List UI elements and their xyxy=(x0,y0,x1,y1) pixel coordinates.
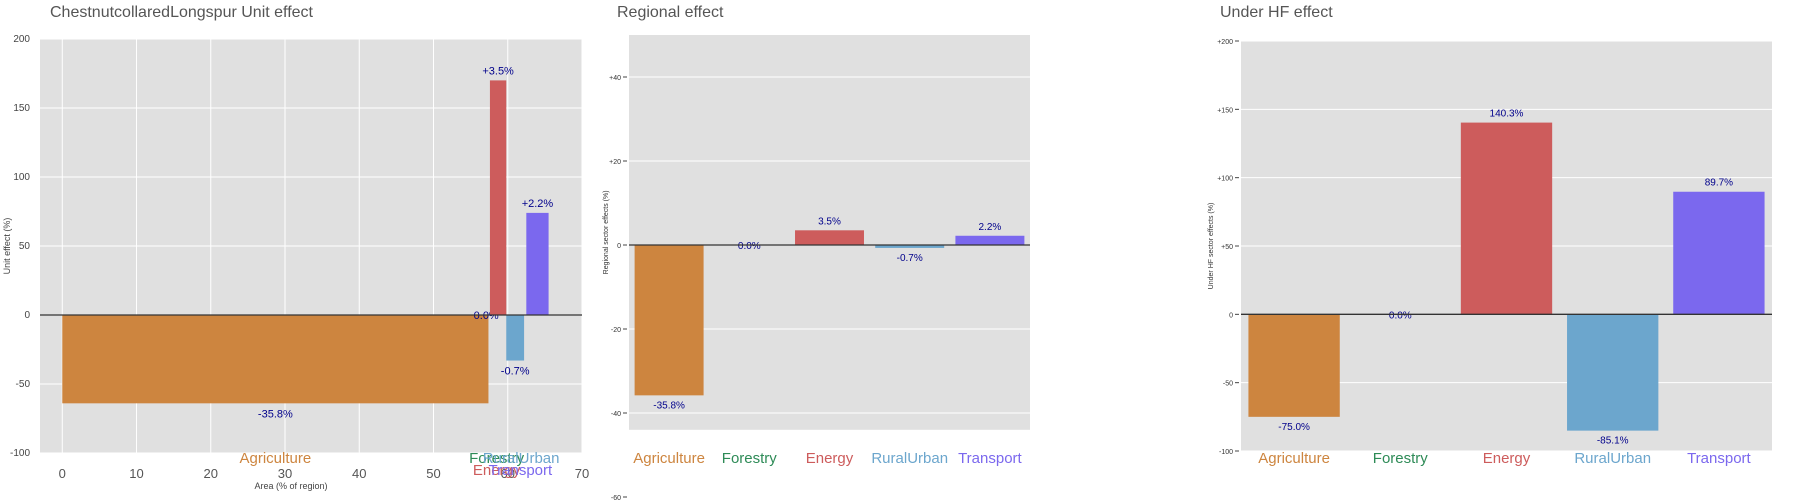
x-tick-label: 30 xyxy=(278,466,292,481)
bar-transport xyxy=(526,212,549,315)
x-tick-label: 50 xyxy=(426,466,440,481)
category-label-ruralurban: RuralUrban xyxy=(871,450,948,467)
regional-effect-panel: Regional effect -60 -40 -20 0 +20 +40 Regional… xyxy=(600,0,1200,500)
y-tick-label: 0 xyxy=(617,243,621,250)
y-axis-label: Unit effect (%) xyxy=(2,218,12,275)
y-tick-label: 0 xyxy=(1229,312,1233,319)
data-label: -85.1% xyxy=(1597,436,1629,447)
regional-effect-chart: -60 -40 -20 0 +20 +40 Regional sector effects … xyxy=(603,35,1030,500)
category-label-energy: Energy xyxy=(1483,450,1531,467)
y-tick-label: -60 xyxy=(611,495,621,500)
bar-agriculture xyxy=(634,245,704,396)
y-axis-label: Regional sector effects (%) xyxy=(603,190,610,274)
y-tick-label: 50 xyxy=(19,241,31,252)
bar-ruralurban xyxy=(1567,314,1659,431)
data-label: +2.2% xyxy=(522,198,554,210)
y-tick-label: -20 xyxy=(611,327,621,334)
y-tick-label: 0 xyxy=(24,310,30,321)
bar-transport xyxy=(1673,191,1765,315)
data-label: 140.3% xyxy=(1490,109,1524,120)
x-tick-label: 0 xyxy=(59,466,66,481)
y-tick-label: +100 xyxy=(1217,176,1233,183)
y-tick-label: -100 xyxy=(1219,449,1233,456)
y-tick-label: -50 xyxy=(1223,381,1233,388)
data-label: -35.8% xyxy=(653,400,685,411)
data-label: -0.7% xyxy=(897,253,923,264)
category-label-agriculture: Agriculture xyxy=(240,450,312,467)
y-tick-label: -40 xyxy=(611,411,621,418)
bar-energy xyxy=(795,230,864,245)
category-label-ruralurban: RuralUrban xyxy=(483,450,560,467)
data-label: 89.7% xyxy=(1705,178,1733,189)
data-label: -0.7% xyxy=(501,366,530,378)
y-tick-label: 150 xyxy=(13,103,30,114)
bar-agriculture xyxy=(62,315,489,404)
data-label: 3.5% xyxy=(818,216,841,227)
category-label-agriculture: Agriculture xyxy=(1258,450,1330,467)
y-tick-label: +20 xyxy=(609,159,621,166)
y-tick-label: 100 xyxy=(13,172,30,183)
y-tick-label: 200 xyxy=(13,34,30,45)
x-tick-label: 60 xyxy=(501,466,515,481)
under-hf-effect-chart: -100 -50 0 +50 +100 +150 +200 Under HF sector e… xyxy=(1208,39,1772,467)
data-label: +3.5% xyxy=(482,65,514,77)
data-label: -75.0% xyxy=(1278,422,1310,433)
y-tick-label: -50 xyxy=(16,379,31,390)
unit-effect-title: ChestnutcollaredLongspur Unit effect xyxy=(50,4,313,21)
bar-ruralurban xyxy=(506,315,525,361)
category-label-forestry: Forestry xyxy=(469,450,525,467)
category-label-energy: Energy xyxy=(806,450,854,467)
x-tick-label: 10 xyxy=(129,466,143,481)
data-label: 0.0% xyxy=(1389,310,1412,321)
unit-effect-panel: ChestnutcollaredLongspur Unit effect -10… xyxy=(0,0,600,500)
y-tick-label: +40 xyxy=(609,75,621,82)
data-label: 0.0% xyxy=(738,241,761,252)
bar-energy xyxy=(1460,122,1553,315)
regional-effect-title: Regional effect xyxy=(617,4,724,21)
bar-transport xyxy=(955,235,1025,245)
x-tick-label: 20 xyxy=(204,466,218,481)
category-label-agriculture: Agriculture xyxy=(633,450,705,467)
y-tick-label: +200 xyxy=(1217,39,1233,46)
bar-ruralurban xyxy=(875,245,945,248)
y-tick-label: -100 xyxy=(10,448,30,459)
category-label-forestry: Forestry xyxy=(1373,450,1429,467)
unit-effect-chart: -100 -50 0 50 100 150 200 0 10 20 30 40 50 60 70 Unit e… xyxy=(2,34,589,491)
y-tick-label: +150 xyxy=(1217,107,1233,114)
x-axis-label: Area (% of region) xyxy=(254,481,327,491)
category-label-forestry: Forestry xyxy=(722,450,778,467)
bar-energy xyxy=(489,80,507,316)
under-hf-effect-title: Under HF effect xyxy=(1220,4,1333,21)
y-tick-label: +50 xyxy=(1221,244,1233,251)
category-label-ruralurban: RuralUrban xyxy=(1574,450,1651,467)
y-axis-label: Under HF sector effects (%) xyxy=(1208,203,1215,290)
under-hf-effect-panel: Under HF effect -100 -50 0 +50 +100 +150 +200 U… xyxy=(1200,0,1800,500)
data-label: -35.8% xyxy=(258,408,293,420)
x-tick-label: 40 xyxy=(352,466,366,481)
category-label-transport: Transport xyxy=(958,450,1022,467)
category-label-energy: Energy xyxy=(473,462,521,479)
category-label-transport: Transport xyxy=(489,462,553,479)
category-label-transport: Transport xyxy=(1687,450,1751,467)
bar-agriculture xyxy=(1248,314,1340,417)
x-tick-label: 70 xyxy=(575,466,589,481)
data-label: 2.2% xyxy=(979,222,1002,233)
